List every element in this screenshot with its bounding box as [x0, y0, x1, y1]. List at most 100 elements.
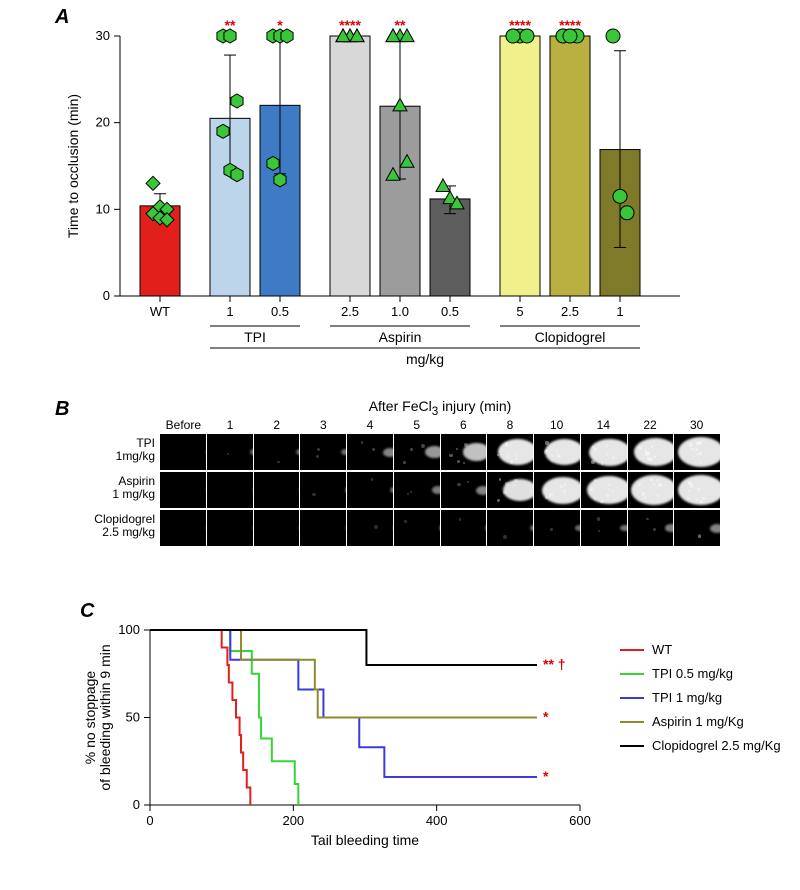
svg-text:2.5: 2.5 — [341, 304, 359, 319]
svg-text:TPI 1 mg/kg: TPI 1 mg/kg — [652, 690, 722, 705]
panel-c-chart: 0 50 100 0 200 400 600 % no stoppageof bleeding… — [60, 610, 780, 880]
svg-text:600: 600 — [569, 813, 591, 828]
panel-b-row-label: Clopidogrel2.5 mg/kg — [80, 513, 155, 538]
panel-b-cell — [487, 434, 533, 470]
panel-b-time-label: 4 — [367, 418, 374, 432]
panel-b-time-label: 6 — [460, 418, 467, 432]
panel-b-time-label: 3 — [320, 418, 327, 432]
svg-text:10: 10 — [96, 201, 110, 216]
svg-text:**: ** — [225, 17, 236, 33]
panel-b-cell — [347, 472, 393, 508]
panel-b-cell — [254, 472, 300, 508]
panel-b-cell — [628, 510, 674, 546]
svg-text:****: **** — [509, 17, 531, 33]
panel-b-cell — [674, 510, 720, 546]
svg-text:0.5: 0.5 — [271, 304, 289, 319]
svg-text:****: **** — [559, 17, 581, 33]
svg-text:1: 1 — [226, 304, 233, 319]
svg-text:1: 1 — [616, 304, 623, 319]
svg-text:*: * — [277, 17, 283, 33]
svg-text:2.5: 2.5 — [561, 304, 579, 319]
panel-b-cell — [300, 434, 346, 470]
panel-b-time-label: 2 — [273, 418, 280, 432]
svg-text:Clopidogrel 2.5 mg/Kg: Clopidogrel 2.5 mg/Kg — [652, 738, 780, 753]
panel-b-cell — [347, 434, 393, 470]
svg-text:1.0: 1.0 — [391, 304, 409, 319]
panel-b-before-label: Before — [166, 418, 201, 432]
panel-b-cell — [534, 510, 580, 546]
panel-b-cell — [347, 510, 393, 546]
panel-b-row — [160, 472, 720, 508]
panel-b-cell — [441, 510, 487, 546]
svg-text:0: 0 — [103, 288, 110, 303]
svg-text:0: 0 — [146, 813, 153, 828]
panel-b-cell — [441, 472, 487, 508]
svg-text:0: 0 — [133, 797, 140, 812]
panel-b-time-label: 5 — [413, 418, 420, 432]
svg-text:Aspirin: Aspirin — [379, 329, 422, 345]
panel-b-row — [160, 510, 720, 546]
panel-b-cell — [487, 472, 533, 508]
svg-text:of bleeding within 9 min: of bleeding within 9 min — [97, 644, 113, 790]
svg-text:0.5: 0.5 — [441, 304, 459, 319]
svg-text:Aspirin 1 mg/Kg: Aspirin 1 mg/Kg — [652, 714, 744, 729]
svg-text:Tail bleeding time: Tail bleeding time — [311, 832, 419, 848]
panel-b-row-label: Aspirin1 mg/kg — [80, 475, 155, 500]
panel-b-cell — [300, 510, 346, 546]
svg-text:50: 50 — [126, 710, 140, 725]
panel-b-cell — [674, 472, 720, 508]
panel-b-cell — [581, 434, 627, 470]
panel-b-cell — [394, 472, 440, 508]
panel-b-cell — [160, 510, 206, 546]
svg-text:Clopidogrel: Clopidogrel — [535, 329, 606, 345]
svg-text:30: 30 — [96, 28, 110, 43]
panel-b-cell — [207, 472, 253, 508]
svg-text:Time to occlusion (min): Time to occlusion (min) — [65, 94, 81, 238]
svg-text:% no stoppage: % no stoppage — [82, 671, 98, 765]
svg-text:TPI: TPI — [244, 329, 266, 345]
panel-b-cell — [674, 434, 720, 470]
panel-b-time-label: 30 — [690, 418, 703, 432]
panel-b-cell — [160, 472, 206, 508]
panel-b-cell — [441, 434, 487, 470]
panel-b-cell — [534, 434, 580, 470]
panel-b-cell — [581, 510, 627, 546]
svg-text:20: 20 — [96, 115, 110, 130]
svg-text:400: 400 — [426, 813, 448, 828]
panel-b-cell — [207, 510, 253, 546]
panel-b-cell — [394, 510, 440, 546]
panel-b-row — [160, 434, 720, 470]
panel-b-cell — [160, 434, 206, 470]
panel-b-cell — [300, 472, 346, 508]
svg-text:5: 5 — [516, 304, 523, 319]
panel-b-cell — [254, 510, 300, 546]
panel-label-b: B — [55, 398, 69, 421]
svg-text:*: * — [543, 768, 549, 784]
panel-a-chart: 0 10 20 30 Time to occlusion (min) WT 1 ** 0.5 * 2… — [50, 6, 750, 381]
svg-text:mg/kg: mg/kg — [406, 351, 444, 367]
panel-b-cell — [581, 472, 627, 508]
svg-text:200: 200 — [282, 813, 304, 828]
svg-text:100: 100 — [118, 622, 140, 637]
panel-b-cell — [628, 472, 674, 508]
panel-b-cell — [254, 434, 300, 470]
panel-b-time-label: 22 — [643, 418, 656, 432]
svg-text:WT: WT — [150, 304, 170, 319]
panel-b-cell — [487, 510, 533, 546]
panel-b-row-label: TPI1mg/kg — [80, 437, 155, 462]
svg-text:WT: WT — [652, 642, 672, 657]
panel-b-time-label: 10 — [550, 418, 563, 432]
svg-text:****: **** — [339, 17, 361, 33]
panel-b-title: After FeCl3 injury (min) — [160, 398, 720, 418]
svg-text:TPI 0.5 mg/kg: TPI 0.5 mg/kg — [652, 666, 733, 681]
svg-text:**: ** — [395, 17, 406, 33]
panel-b-time-label: 14 — [597, 418, 610, 432]
panel-b-cell — [534, 472, 580, 508]
panel-b-time-label: 8 — [507, 418, 514, 432]
panel-b-cell — [207, 434, 253, 470]
panel-b-cell — [628, 434, 674, 470]
panel-b-cell — [394, 434, 440, 470]
svg-text:*: * — [543, 709, 549, 725]
panel-b-time-label: 1 — [227, 418, 234, 432]
svg-text:** †: ** † — [543, 656, 566, 672]
